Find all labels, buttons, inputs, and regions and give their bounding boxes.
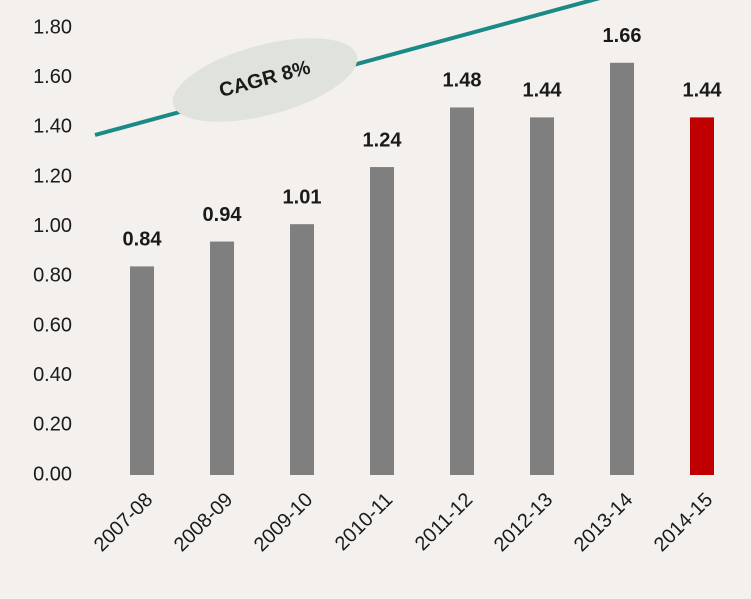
y-tick-label: 0.00 [33,463,72,485]
x-tick-label: 2011-12 [411,489,477,555]
value-label: 0.84 [123,229,163,251]
value-label: 1.48 [443,70,482,92]
x-tick-label: 2008-09 [170,489,237,556]
y-tick-label: 1.80 [33,16,72,38]
annotation-group: CAGR 8% [172,38,358,122]
x-tick-label: 2014-15 [650,489,717,556]
y-tick-label: 1.40 [33,116,72,138]
y-tick-label: 0.40 [33,364,72,386]
value-label: 0.94 [203,204,243,226]
value-label: 1.24 [363,129,403,151]
value-label: 1.44 [683,80,723,102]
bar [450,107,474,475]
bar [130,266,154,475]
x-tick-label: 2009-10 [250,489,317,556]
bar [690,117,714,476]
x-tick-label: 2013-14 [570,489,637,556]
bar [290,224,314,475]
x-tick-label: 2010-11 [331,489,397,555]
annotation-ellipse [172,38,358,122]
bar [210,241,234,475]
bar [370,167,394,476]
x-tick-label: 2007-08 [90,489,157,556]
value-label: 1.44 [523,80,563,102]
value-label: 1.66 [603,25,642,47]
x-tick-label: 2012-13 [490,489,557,556]
y-tick-label: 1.00 [33,215,72,237]
bar [610,62,634,476]
y-tick-label: 1.60 [33,66,72,88]
value-label: 1.01 [283,186,322,208]
y-tick-label: 0.60 [33,314,72,336]
y-tick-label: 1.20 [33,165,72,187]
y-tick-label: 0.80 [33,265,72,287]
y-tick-label: 0.20 [33,414,72,436]
bar [530,117,554,476]
